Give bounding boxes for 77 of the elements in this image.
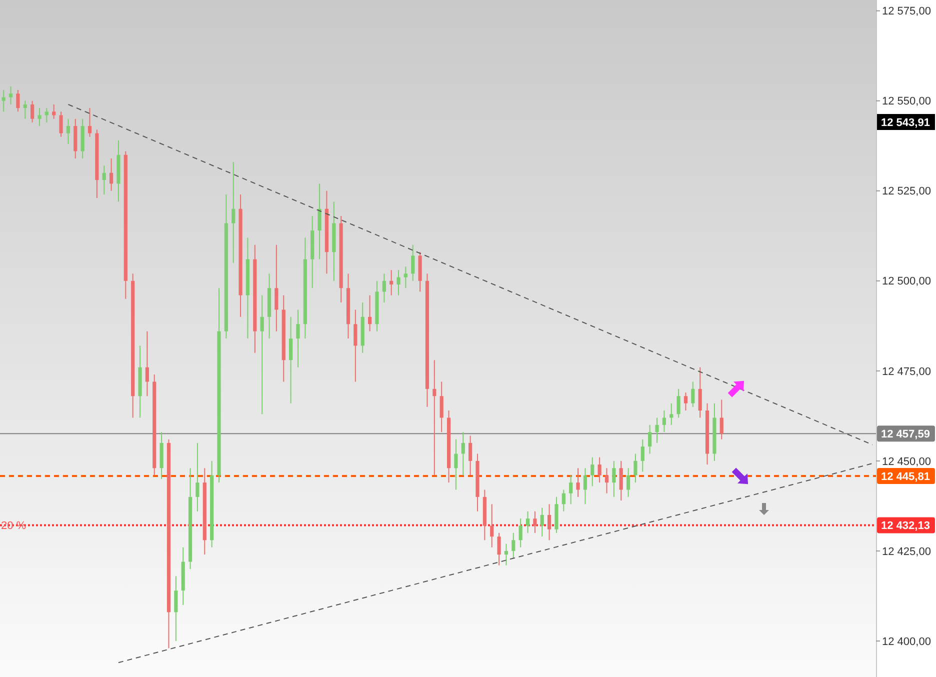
candlestick — [296, 309, 300, 368]
candlestick — [232, 162, 236, 264]
text: 12 543,91 — [881, 116, 930, 129]
candlestick — [662, 410, 666, 433]
candlestick — [354, 309, 358, 382]
candlestick — [497, 532, 501, 566]
y-tick-label: 12 525,00 — [882, 186, 931, 198]
candlestick — [23, 100, 27, 120]
candlestick — [44, 108, 48, 123]
candlestick — [576, 468, 580, 498]
candlestick — [691, 381, 695, 408]
ref-line-label: 12 445,81 — [881, 470, 930, 483]
candlestick — [640, 438, 644, 472]
candlestick — [8, 86, 13, 105]
candlestick — [540, 507, 544, 538]
candlestick — [583, 468, 587, 505]
candlestick — [590, 456, 594, 487]
candlestick — [698, 366, 702, 418]
candlestick — [504, 543, 508, 566]
candlestick — [612, 460, 616, 498]
candlestick — [88, 108, 92, 138]
candlestick — [634, 453, 638, 484]
candlestick — [562, 489, 566, 512]
candlestick — [411, 244, 415, 282]
candlestick — [440, 381, 444, 433]
candlestick — [569, 474, 573, 505]
y-tick-label: 12 550,00 — [882, 96, 931, 108]
y-tick-label: 12 500,00 — [882, 276, 931, 288]
candlestick — [289, 316, 293, 404]
candlestick — [432, 360, 436, 476]
candlestick — [66, 118, 70, 145]
candlestick — [318, 183, 322, 260]
candlestick — [518, 518, 522, 548]
candlestick — [598, 456, 602, 484]
y-tick-label: 12 575,00 — [882, 6, 931, 18]
candlestick — [648, 424, 652, 454]
candlestick — [274, 244, 278, 332]
candlestick — [52, 104, 56, 120]
candlestick — [684, 392, 688, 412]
candlestick — [260, 294, 264, 415]
candlestick — [548, 504, 552, 541]
y-tick-label: 12 475,00 — [882, 366, 931, 378]
candlestick — [720, 399, 724, 440]
candlestick — [38, 108, 42, 127]
candlestick — [490, 504, 494, 548]
candlestick — [196, 442, 200, 512]
candlestick — [59, 111, 63, 138]
candlestick — [604, 468, 609, 494]
candlestick — [396, 270, 400, 296]
candlestick — [655, 417, 659, 444]
ref-line-label: 12 432,13 — [881, 520, 930, 532]
candlestick — [626, 468, 630, 498]
candlestick — [533, 510, 537, 534]
candlestick — [382, 273, 386, 303]
candlestick — [670, 402, 674, 426]
candlestick — [404, 266, 408, 289]
ref-line-label: 12 457,59 — [881, 428, 930, 440]
candlestick — [526, 510, 530, 534]
candlestick — [512, 532, 516, 559]
candlestick — [619, 460, 623, 502]
candlestick — [174, 576, 178, 642]
candlestick — [30, 100, 34, 123]
candlestick — [2, 90, 6, 112]
annotation: 20 % — [1, 520, 26, 532]
candlestick — [145, 330, 149, 397]
y-tick-label: 12 400,00 — [882, 636, 931, 648]
candlestick — [110, 158, 114, 192]
y-tick-label: 12 425,00 — [882, 546, 931, 558]
candlestick — [16, 90, 20, 112]
candlestick — [461, 432, 465, 476]
candlestick — [454, 438, 458, 490]
candlestick — [676, 388, 680, 418]
candlestick — [468, 435, 472, 476]
candlestick — [368, 294, 372, 332]
y-tick-label: 12 450,00 — [882, 456, 931, 468]
candlestick — [102, 165, 106, 195]
candlestick — [390, 270, 394, 296]
